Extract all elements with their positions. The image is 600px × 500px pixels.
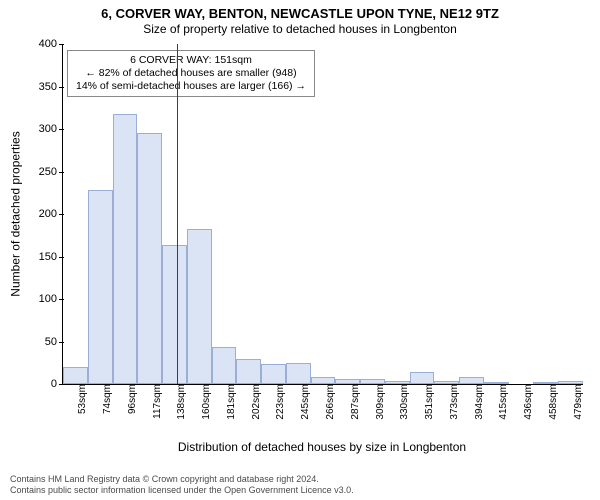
plot-area: 6 CORVER WAY: 151sqm ← 82% of detached h… — [62, 44, 583, 385]
x-tick-label: 245sqm — [298, 384, 311, 420]
footer-line-1: Contains HM Land Registry data © Crown c… — [10, 474, 590, 485]
x-tick-label: 53sqm — [75, 384, 88, 414]
histogram-bar — [162, 245, 187, 384]
histogram-bar — [212, 347, 237, 384]
x-tick-label: 394sqm — [472, 384, 485, 420]
y-tick-label: 0 — [17, 378, 63, 390]
x-tick-label: 181sqm — [224, 384, 237, 420]
x-axis-label: Distribution of detached houses by size … — [62, 440, 582, 454]
x-tick-label: 330sqm — [397, 384, 410, 420]
x-tick-label: 74sqm — [100, 384, 113, 414]
histogram-bar — [137, 133, 162, 384]
histogram-bar — [236, 359, 261, 385]
histogram-bar — [286, 363, 311, 384]
y-tick-label: 300 — [17, 123, 63, 135]
figure-container: 6, CORVER WAY, BENTON, NEWCASTLE UPON TY… — [0, 0, 600, 500]
y-tick-label: 400 — [17, 38, 63, 50]
histogram-bar — [187, 229, 212, 384]
x-tick-label: 287sqm — [348, 384, 361, 420]
x-tick-label: 373sqm — [447, 384, 460, 420]
title-line-2: Size of property relative to detached ho… — [0, 22, 600, 36]
y-tick-label: 250 — [17, 166, 63, 178]
histogram-bar — [261, 364, 286, 384]
x-tick-label: 96sqm — [125, 384, 138, 414]
histogram-bar — [63, 367, 88, 384]
histogram-bar — [88, 190, 113, 384]
attribution-footer: Contains HM Land Registry data © Crown c… — [10, 474, 590, 497]
x-tick-label: 160sqm — [199, 384, 212, 420]
histogram-bar — [410, 372, 435, 384]
x-tick-label: 117sqm — [150, 384, 163, 419]
x-tick-label: 415sqm — [496, 384, 509, 420]
y-tick-label: 100 — [17, 293, 63, 305]
x-tick-label: 479sqm — [571, 384, 584, 420]
x-tick-label: 458sqm — [546, 384, 559, 420]
reference-line — [177, 44, 178, 384]
histogram-bar — [311, 377, 336, 384]
annotation-box: 6 CORVER WAY: 151sqm ← 82% of detached h… — [67, 50, 315, 97]
x-tick-label: 202sqm — [249, 384, 262, 420]
x-tick-label: 223sqm — [273, 384, 286, 420]
annotation-line-3: 14% of semi-detached houses are larger (… — [76, 80, 306, 93]
x-tick-label: 309sqm — [373, 384, 386, 420]
histogram-bar — [113, 114, 138, 384]
y-tick-label: 50 — [17, 336, 63, 348]
x-tick-label: 138sqm — [174, 384, 187, 420]
footer-line-2: Contains public sector information licen… — [10, 485, 590, 496]
y-tick-label: 150 — [17, 251, 63, 263]
y-tick-label: 200 — [17, 208, 63, 220]
annotation-line-2: ← 82% of detached houses are smaller (94… — [76, 67, 306, 80]
x-tick-label: 436sqm — [521, 384, 534, 420]
x-tick-label: 266sqm — [323, 384, 336, 420]
annotation-line-1: 6 CORVER WAY: 151sqm — [76, 54, 306, 67]
title-line-1: 6, CORVER WAY, BENTON, NEWCASTLE UPON TY… — [0, 6, 600, 21]
y-tick-label: 350 — [17, 81, 63, 93]
histogram-bar — [459, 377, 484, 384]
x-tick-label: 351sqm — [422, 384, 435, 420]
